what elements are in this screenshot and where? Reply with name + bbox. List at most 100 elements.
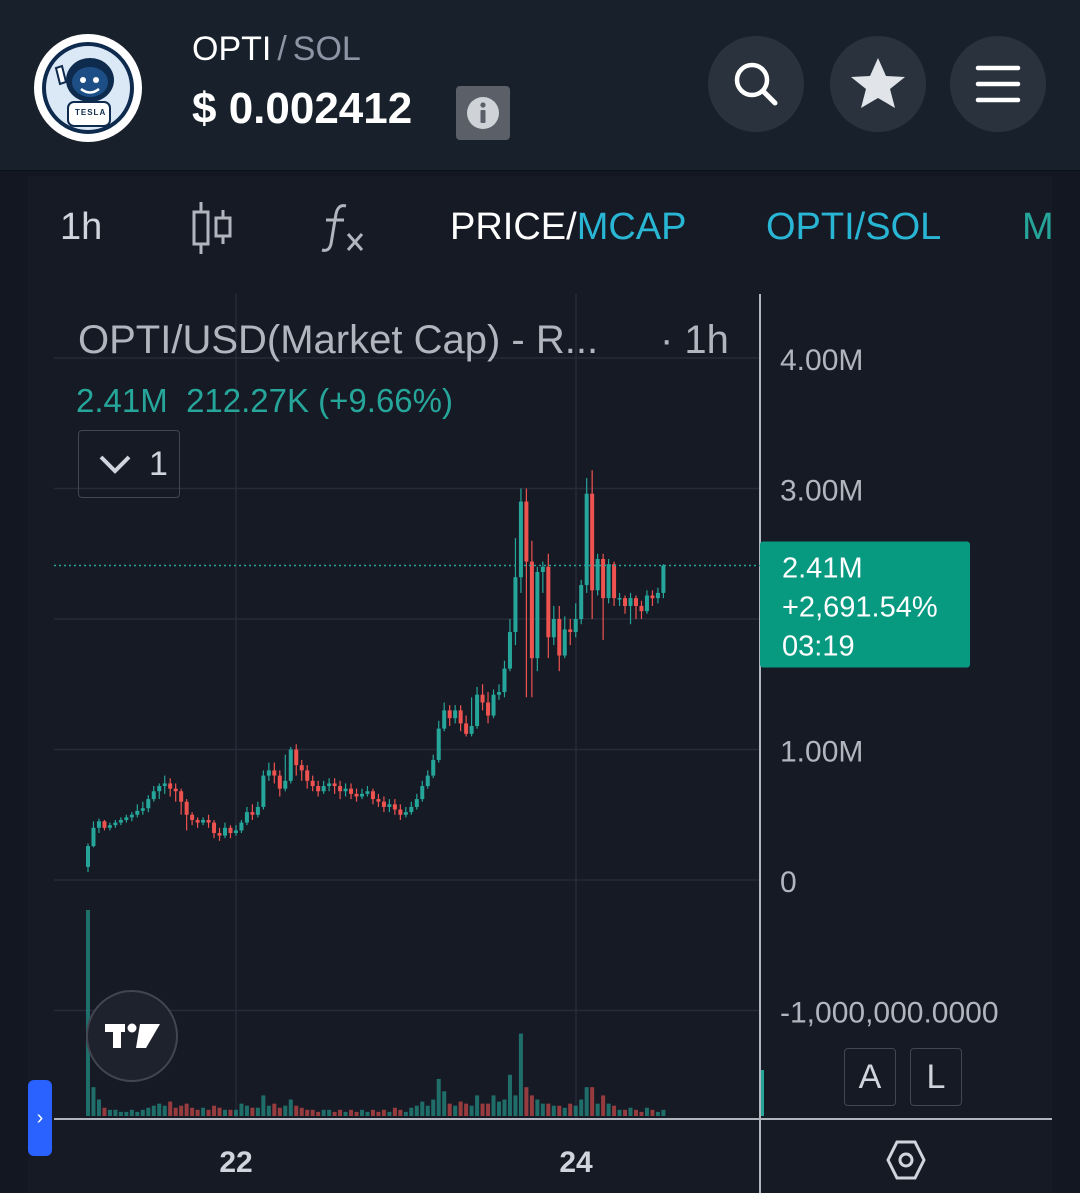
auto-scale-button[interactable]: A [844,1048,896,1106]
candle-body [568,629,573,633]
candle-body [327,783,332,787]
expand-sidebar-tab[interactable]: › [28,1080,52,1156]
candle-body [655,592,660,599]
volume-bar [546,1103,551,1116]
candle-body [370,791,375,800]
base-symbol: OPTI [192,30,272,68]
volume-bar [360,1109,364,1116]
settings-icon [886,1140,926,1180]
settings-button[interactable] [884,1138,928,1182]
candles-icon[interactable] [188,200,236,256]
indicators-icon[interactable] [320,200,372,256]
candle-body [321,786,326,792]
volume-bar [102,1107,107,1116]
candle-body [458,710,463,724]
candle-body [573,619,578,633]
log-scale-button[interactable]: L [910,1048,962,1106]
volume-bar [584,1087,589,1116]
volume-bar [480,1103,485,1116]
candle-body [343,788,348,792]
candle-body [557,619,562,656]
volume-bar [557,1105,562,1116]
candle-body [113,822,118,826]
volume-bar [107,1109,112,1116]
legend-collapse-button[interactable]: 1 [78,430,180,498]
volume-bar [486,1103,491,1116]
candle-body [255,806,260,815]
volume-bar [239,1103,244,1116]
interval-button[interactable]: 1h [60,206,103,248]
volume-bar [349,1109,354,1116]
candle-body [239,822,244,831]
candle-body [650,595,655,599]
volume-bar [283,1105,288,1116]
search-button[interactable] [708,36,804,132]
token-price: $ 0.002412 [192,84,413,133]
volume-bar [201,1107,206,1116]
volume-bar [299,1107,304,1116]
candle-body [381,801,386,807]
overflow-toggle[interactable]: M [1022,206,1054,248]
candle-body [223,827,227,836]
volume-bar [321,1109,326,1116]
favorite-button[interactable] [830,36,926,132]
star-icon [851,58,905,108]
volume-bar [551,1105,556,1116]
candle-body [140,808,145,811]
candle-body [524,501,529,562]
volume-bar [628,1107,633,1116]
logo-text: TESLA [75,108,107,117]
legend-title: OPTI/USD(Market Cap) - R... [78,318,599,362]
price-mcap-toggle[interactable]: PRICE/MCAP [450,206,687,249]
axis-layer: 4.00M 3.00M 1.00M 0 -1,000,000.0000 22 24 2.41M… [54,294,1052,1193]
volume-bar [233,1109,238,1116]
volume-bar [392,1107,397,1116]
volume-bar [403,1111,408,1116]
volume-bar [354,1111,359,1116]
pair-toggle[interactable]: OPTI/SOL [766,206,942,248]
volume-bar [442,1091,447,1116]
candle-body [414,799,419,807]
volume-bar [540,1103,545,1116]
candle-body [179,791,184,802]
volume-bar [96,1099,101,1116]
candle-body [436,728,441,760]
candle-body [612,564,617,599]
menu-button[interactable] [950,36,1046,132]
volume-bar [431,1099,436,1116]
candle-body [299,765,304,771]
candle-body [551,619,556,638]
volume-bar [447,1103,452,1116]
candle-body [349,788,354,794]
volume-bar [255,1107,260,1116]
legend-value: 2.41M [76,382,168,419]
y-tick-label: 0 [780,866,797,899]
volume-bar [497,1101,501,1116]
candle-body [233,830,238,834]
volume-bar [195,1109,200,1116]
astronaut-logo-icon [38,38,138,138]
candle-body [442,710,447,729]
volume-bar [206,1109,211,1116]
volume-bar [590,1087,595,1116]
candle-body [486,702,491,716]
candle-body [507,632,512,669]
legend-change: 212.27K (+9.66%) [186,382,453,419]
candle-body [305,770,310,781]
legend-interval: · 1h [660,318,729,362]
volume-bar [223,1109,227,1116]
candle-body [518,501,523,578]
candle-body [644,595,649,612]
candle-body [453,710,458,719]
indicator-count: 1 [149,445,168,483]
candle-body [480,694,485,703]
info-button[interactable] [456,86,510,140]
volume-axis-marker [761,1070,764,1116]
tradingview-logo[interactable] [86,990,178,1082]
volume-bar [579,1099,584,1116]
volume-bar [644,1107,649,1116]
volume-bar [86,910,90,1116]
candle-body [431,759,436,776]
candle-body [398,809,403,815]
volume-bar [157,1103,162,1116]
